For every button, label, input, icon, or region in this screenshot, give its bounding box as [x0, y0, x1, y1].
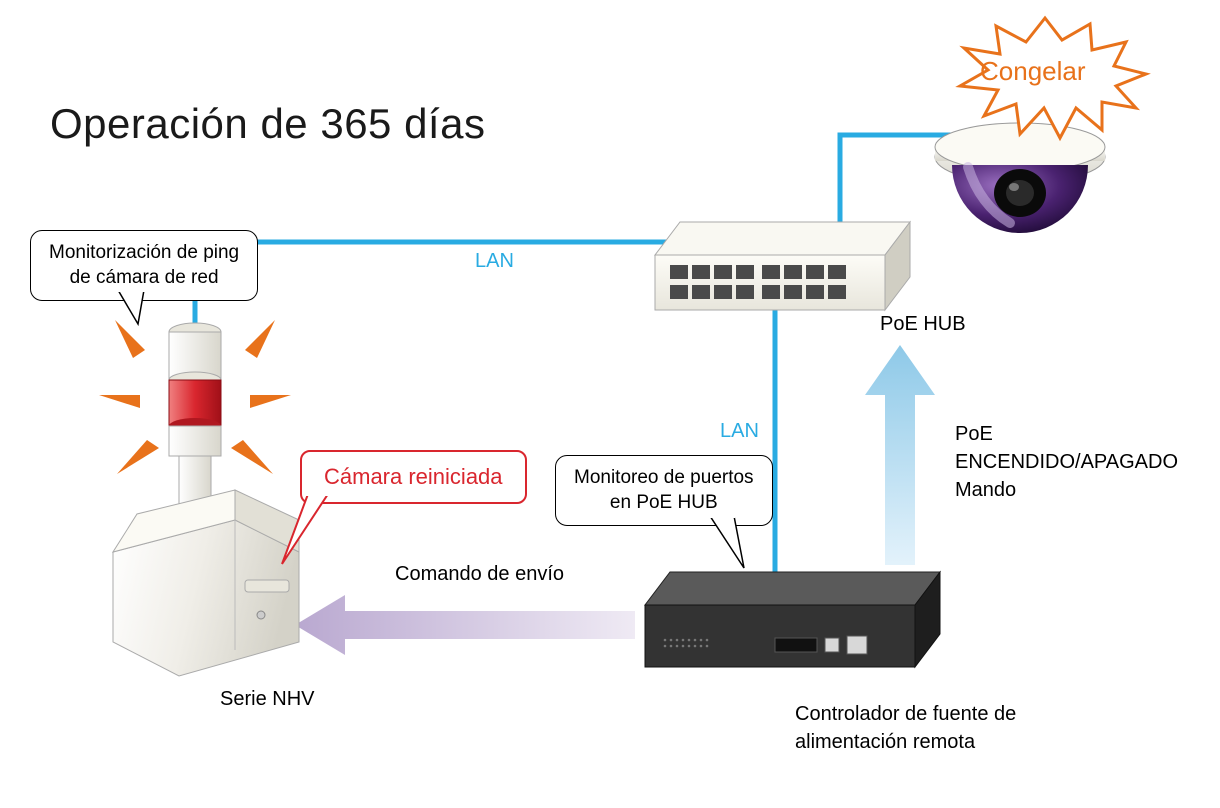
controller-label: Controlador de fuente dealimentación rem… [795, 700, 1016, 756]
poe-arrow [855, 340, 945, 570]
poe-command-label: PoE ENCENDIDO/APAGADO Mando [955, 420, 1178, 504]
camara-callout-tail [278, 494, 338, 574]
lan-label-2: LAN [720, 420, 759, 443]
congelar-text: Congelar [980, 56, 1086, 87]
controller-device [625, 560, 945, 700]
diagram-canvas: Operación de 365 días LAN LAN PoE [0, 0, 1220, 808]
serie-nhv-label: Serie NHV [220, 685, 314, 713]
lan-label-1: LAN [475, 250, 514, 273]
comando-label: Comando de envío [395, 560, 564, 588]
poe-hub-label: PoE HUB [880, 310, 966, 338]
ping-callout-tail [110, 290, 160, 330]
poe-hub-device [630, 210, 920, 340]
monitoreo-callout-tail [700, 516, 760, 576]
